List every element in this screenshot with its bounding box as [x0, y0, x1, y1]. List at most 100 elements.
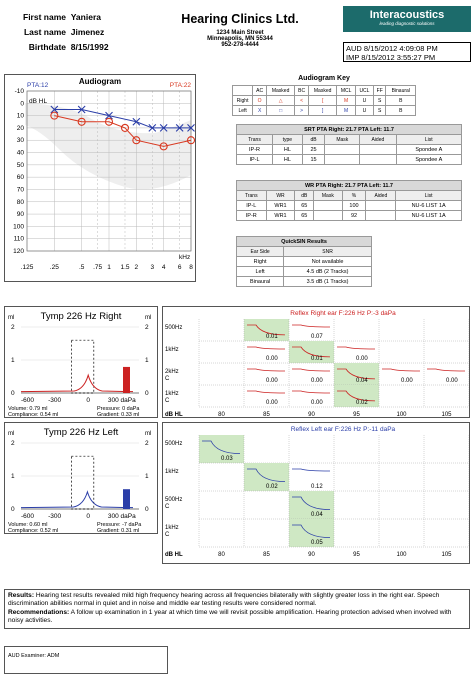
- tymp-right-xtick: -600: [21, 397, 34, 404]
- key-cell: Right: [231, 95, 254, 106]
- audiogram-xtick: 1: [107, 264, 111, 271]
- audiogram-ytick: 40: [17, 150, 25, 157]
- tymp-left-xtick: 0: [86, 513, 90, 520]
- reflex-right-value: 0.00: [266, 400, 278, 406]
- speech-banana: [25, 103, 191, 190]
- reflex-left-response-cell: [244, 463, 289, 491]
- reflex-right-row-label: 2kHz: [165, 369, 179, 375]
- tymp-right-yunit-left: ml: [8, 315, 14, 321]
- reflex-right-trace: [292, 324, 331, 328]
- tymp-right-chart: Tymp 226 Hz Right ml ml 2 2 1 1 0 0 -600 -300 0 300 …: [8, 311, 151, 418]
- reflex-left-response-cell: [289, 491, 334, 519]
- reflex-left-response-cell: [289, 519, 334, 547]
- wr-cell: [313, 200, 343, 211]
- audiogram-ytick: 50: [17, 162, 25, 169]
- reflex-right-value: 0.00: [401, 378, 413, 384]
- quicksin-row: Left 4.5 dB (2 Tracks): [235, 266, 372, 277]
- reflex-left-value: 0.05: [311, 540, 323, 546]
- audiogram-ytick: 110: [14, 236, 25, 243]
- wr-cell: 65: [294, 210, 315, 221]
- audiogram-ylabel: dB HL: [29, 98, 47, 105]
- reflex-right-trace: [337, 346, 376, 350]
- wr-cell: WR1: [265, 210, 296, 221]
- quicksin-cell: Not available: [283, 256, 372, 267]
- key-header: Binaural: [385, 85, 416, 96]
- reflex-left-xtick: 100: [396, 552, 407, 558]
- reflex-left-row-label: C: [165, 532, 170, 538]
- reflex-right-xtick: 105: [441, 412, 452, 417]
- first-name-value: Yaniera: [70, 12, 101, 22]
- wr-header: WR: [265, 190, 296, 201]
- reflex-left-xtick: 80: [218, 552, 225, 558]
- reflex-right-xtick: 100: [396, 412, 407, 417]
- wr-header: Aided: [365, 190, 397, 201]
- audiogram-ytick: 60: [17, 174, 25, 181]
- key-header: Masked: [307, 85, 338, 96]
- audiogram-ytick: -10: [15, 88, 25, 95]
- reflex-left-value: 0.02: [266, 484, 278, 490]
- right-ear-marker: [77, 117, 86, 126]
- key-cell: U: [354, 105, 374, 116]
- audiogram-ytick: 90: [17, 211, 25, 218]
- quicksin-header: Ear Side: [235, 246, 285, 257]
- audiogram-ytick: 0: [20, 100, 24, 107]
- audiogram-panel: -10 0 10 20 30 40 50 60 70 80 90 100 110 120 .125 .25 .5…: [4, 74, 196, 282]
- srt-cell: [324, 144, 361, 155]
- brand-logo: Interacoustics leading diagnostic soluti…: [343, 6, 471, 32]
- dates-box: AUD 8/15/2012 4:09:08 PM IMP 8/15/2012 3…: [343, 42, 471, 62]
- wr-cell: [365, 210, 397, 221]
- audiogram-xunit: kHz: [179, 254, 190, 261]
- reflex-left-row-label: 1kHz: [165, 525, 179, 531]
- tymp-left-xtick: -300: [48, 513, 61, 520]
- audiogram-xtick: 8: [189, 264, 193, 271]
- reflex-left-response-cell: [199, 435, 244, 463]
- reflex-right-value: 0.00: [266, 378, 278, 384]
- tymp-left-ytick: 0: [145, 506, 149, 513]
- wr-header: %: [341, 190, 367, 201]
- reflex-right-xlabel: dB HL: [165, 412, 183, 417]
- reflex-right-value: 0.02: [356, 400, 368, 406]
- reflex-right-title: Reflex Right ear F:226 Hz P:-3 daPa: [290, 310, 396, 317]
- results-box: Results: Hearing test results revealed m…: [4, 589, 470, 629]
- key-cell: O: [252, 95, 267, 106]
- wr-cell: 65: [294, 200, 315, 211]
- wr-title: WR PTA Right: 21.7 PTA Left: 11.7: [236, 180, 462, 191]
- reflex-left-trace: [292, 468, 331, 472]
- key-cell: M: [336, 105, 356, 116]
- audiogram-xtick: 6: [178, 264, 182, 271]
- audiogram-xtick: 1.5: [120, 264, 129, 271]
- wr-cell: IP-L: [236, 200, 267, 211]
- quicksin-header: SNR: [283, 246, 372, 257]
- reflex-right-xtick: 80: [218, 412, 225, 417]
- tymp-right-xtick: 0: [86, 397, 90, 404]
- reflex-right-response-cell: [244, 319, 289, 341]
- pta-right: PTA:22: [170, 82, 192, 89]
- right-ear-marker: [186, 136, 196, 145]
- tymp-left-pressure: Pressure: -7 daPa: [97, 522, 142, 528]
- left-ear-marker: [105, 111, 113, 120]
- quicksin-cell: 4.5 dB (2 Tracks): [283, 266, 372, 277]
- brand-name: Interacoustics: [369, 9, 445, 21]
- wr-header: Mask: [313, 190, 343, 201]
- reflex-left-trace: [292, 496, 331, 510]
- reflex-left-chart: Reflex Left ear F:226 Hz P:-11 daPa 500Hz…: [165, 426, 470, 558]
- srt-row: IP-L HL 15 Spondee A: [235, 154, 463, 165]
- tymp-right-curve: [20, 373, 134, 393]
- srt-cell: 25: [301, 144, 326, 155]
- reflex-left-value: 0.04: [311, 512, 323, 518]
- reflex-left-trace: [292, 524, 331, 538]
- left-ear-marker: [132, 117, 141, 126]
- reflex-right-value: 0.04: [356, 378, 368, 384]
- results-label: Results:: [8, 592, 35, 599]
- reflex-right-value: 0.00: [446, 378, 458, 384]
- tymp-right-volume: Volume: 0.79 ml: [8, 406, 47, 412]
- audiogram-xtick: .25: [50, 264, 59, 271]
- audiogram-ytick: 70: [17, 186, 25, 193]
- reflex-right-trace: [247, 346, 286, 350]
- reflex-right-trace: [247, 324, 286, 336]
- key-header: [231, 85, 254, 96]
- reflex-right-value: 0.00: [356, 356, 368, 362]
- audiogram-xtick: 2: [135, 264, 139, 271]
- srt-header: dB: [301, 134, 326, 145]
- reflex-right-panel: Reflex Right ear F:226 Hz P:-3 daPa 500Hz…: [162, 306, 470, 418]
